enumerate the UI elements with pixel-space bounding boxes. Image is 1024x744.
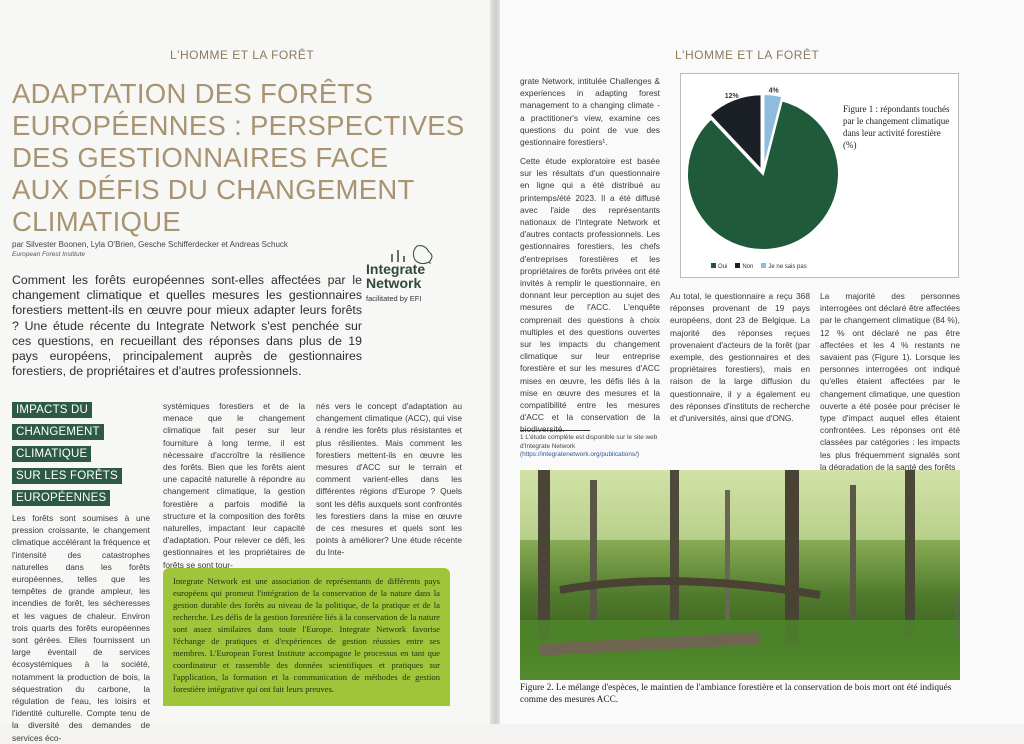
running-head: L'HOMME ET LA FORÊT: [675, 48, 820, 62]
section-heading: IMPACTS DU CHANGEMENT CLIMATIQUE SUR LES…: [12, 400, 122, 510]
legend-label: Non: [742, 264, 754, 270]
data-label: 12%: [725, 93, 740, 100]
forest-image: [520, 470, 960, 680]
body-column-3: La majorité des personnes interrogées on…: [820, 291, 960, 472]
pie-slice-non: [708, 93, 763, 173]
forest-photo: [520, 470, 960, 680]
title-line: ADAPTATION DES FORÊTS: [12, 78, 374, 109]
footnote-rule: [520, 430, 590, 431]
logo-line1: Integrate: [366, 261, 426, 277]
title-line: CLIMATIQUE: [12, 206, 182, 237]
body-column-1b: Cette étude exploratoire est basée sur l…: [520, 156, 660, 435]
body-column-3: nés vers le concept d'adaptation au chan…: [316, 401, 462, 558]
photo-credit: © Andreas Schuck: [955, 594, 961, 640]
legend-swatch: [761, 263, 767, 268]
institution: European Forest Institute: [12, 251, 85, 258]
footnote: 1 L'étude complète est disponible sur le…: [520, 434, 660, 460]
legend-item: Non: [735, 263, 753, 270]
heading-line: IMPACTS DU: [12, 402, 93, 418]
legend-label: Je ne sais pas: [768, 264, 807, 270]
footnote-text: 1 L'étude complète est disponible sur le…: [520, 434, 658, 458]
figure-1-caption: Figure 1 : répondants touchés par le cha…: [843, 104, 950, 150]
page-gutter: [490, 0, 502, 724]
legend-swatch: [711, 263, 716, 268]
figure-1: 4%84%12% Oui Non Je ne sais pas: [680, 73, 959, 278]
body-column-1a: grate Network, intitulée Challenges & ex…: [520, 76, 660, 148]
heading-line: SUR LES FORÊTS: [12, 468, 122, 484]
logo-tagline: facilitated by EFI: [366, 294, 422, 303]
figure-2-caption: Figure 2. Le mélange d'espèces, le maint…: [520, 683, 952, 705]
legend-label: Oui: [718, 264, 728, 270]
footnote-link[interactable]: https://integratenetwork.org/publication…: [522, 451, 637, 458]
pie-slice-oui: [686, 99, 840, 251]
body-column-1: Les forêts sont soumises à une pression …: [12, 513, 150, 743]
data-label: 4%: [769, 88, 780, 95]
article-title: ADAPTATION DES FORÊTS EUROPÉENNES : PERS…: [12, 78, 482, 238]
title-line: DES GESTIONNAIRES FACE: [12, 142, 389, 173]
title-line: AUX DÉFIS DU CHANGEMENT: [12, 174, 415, 205]
legend-item: Oui: [711, 263, 727, 270]
legend-item: Je ne sais pas: [761, 263, 807, 270]
footnote-end: ): [636, 451, 640, 458]
authors: par Silvester Boonen, Lyla O'Brien, Gesc…: [12, 240, 288, 249]
intro-paragraph: Comment les forêts européennes sont-elle…: [12, 273, 362, 379]
body-column-2: systémiques forestiers et de la menace q…: [163, 401, 305, 570]
tree-icon: [391, 245, 433, 264]
body-column-2: Au total, le questionnaire a reçu 368 ré…: [670, 291, 810, 424]
running-head: L'HOMME ET LA FORÊT: [170, 48, 315, 62]
logo-line2: Network: [366, 275, 422, 291]
heading-line: CHANGEMENT: [12, 424, 104, 440]
heading-line: EUROPÉENNES: [12, 490, 111, 506]
heading-line: CLIMATIQUE: [12, 446, 92, 462]
left-page: L'HOMME ET LA FORÊT ADAPTATION DES FORÊT…: [0, 0, 492, 743]
integrate-network-logo: Integrate Network facilitated by EFI: [362, 244, 457, 304]
info-box: Integrate Network est une association de…: [163, 568, 450, 706]
title-line: EUROPÉENNES : PERSPECTIVES: [12, 110, 465, 141]
chart-legend: Oui Non Je ne sais pas: [711, 263, 807, 270]
legend-swatch: [735, 263, 741, 268]
pie-chart: 4%84%12%: [686, 88, 840, 251]
